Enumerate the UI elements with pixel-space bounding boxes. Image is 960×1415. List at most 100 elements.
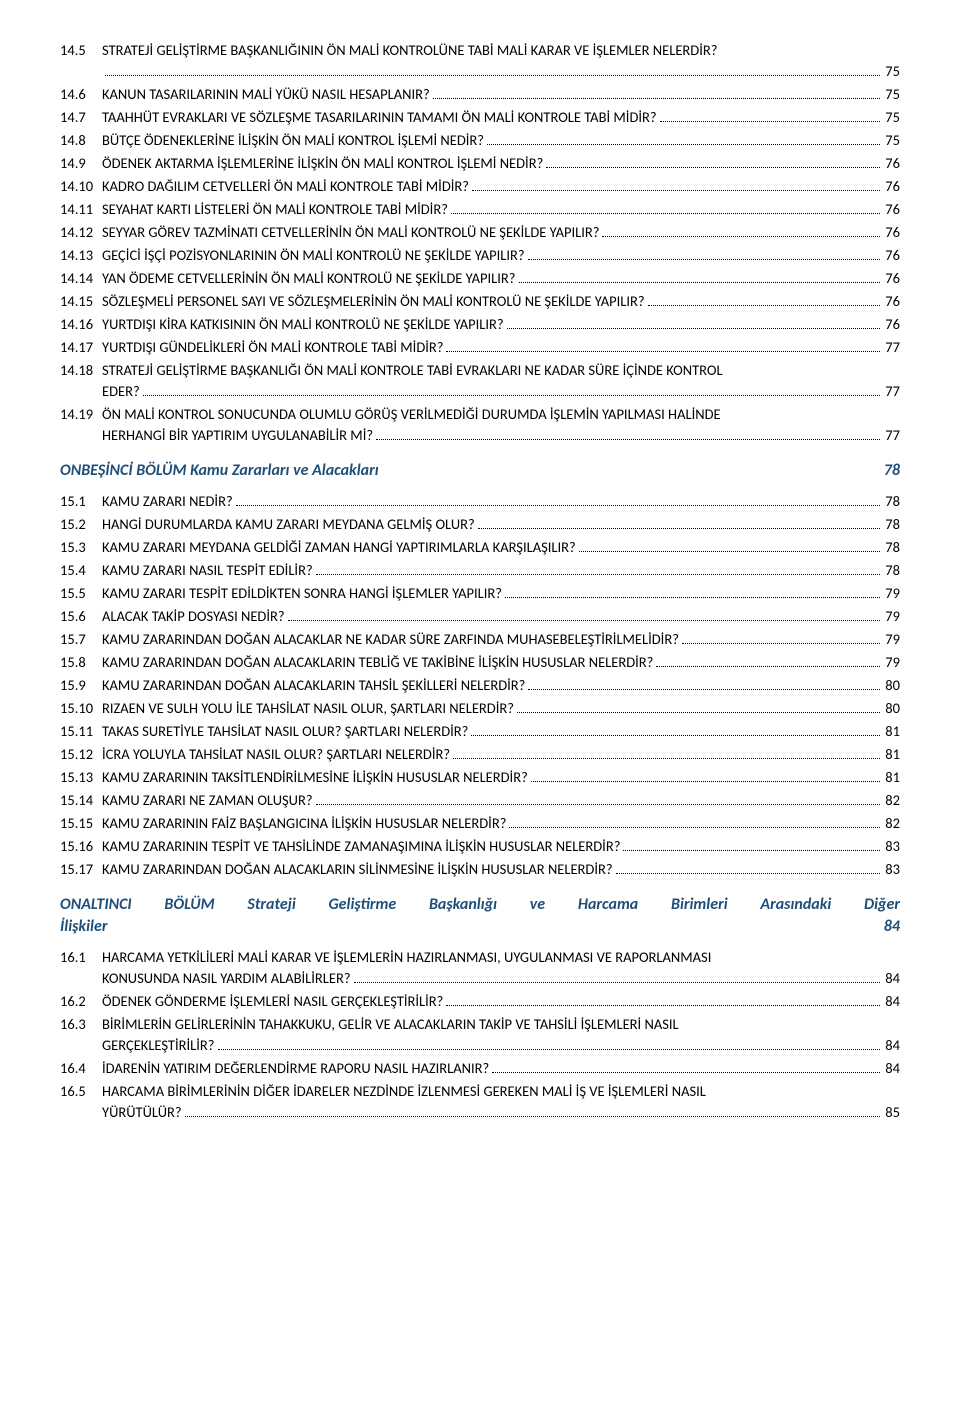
toc-text: STRATEJİ GELİŞTİRME BAŞKANLIĞININ ÖN MAL… xyxy=(102,40,717,61)
section-title-text: ONALTINCI BÖLÜM Strateji Geliştirme Başk… xyxy=(60,894,900,916)
toc-text: İDARENİN YATIRIM DEĞERLENDİRME RAPORU NA… xyxy=(102,1058,489,1079)
toc-text: KAMU ZARARININ TAKSİTLENDİRİLMESİNE İLİŞ… xyxy=(102,767,528,788)
toc-text-cont: KONUSUNDA NASIL YARDIM ALABİLİRLER? xyxy=(102,968,351,989)
toc-entry: 15.16KAMU ZARARININ TESPİT VE TAHSİLİNDE… xyxy=(60,836,900,857)
toc-text: ÖN MALİ KONTROL SONUCUNDA OLUMLU GÖRÜŞ V… xyxy=(102,404,721,425)
toc-number: 14.11 xyxy=(60,199,102,220)
toc-dots xyxy=(660,121,881,122)
toc-dots xyxy=(507,328,881,329)
toc-page: 79 xyxy=(883,606,900,627)
toc-entry: 14.7TAAHHÜT EVRAKLARI VE SÖZLEŞME TASARI… xyxy=(60,107,900,128)
toc-dots xyxy=(105,75,880,76)
toc-number: 15.10 xyxy=(60,698,102,719)
section-title-page: 84 xyxy=(878,916,900,938)
toc-text: KAMU ZARARINDAN DOĞAN ALACAKLAR NE KADAR… xyxy=(102,629,679,650)
toc-text: RIZAEN VE SULH YOLU İLE TAHSİLAT NASIL O… xyxy=(102,698,514,719)
toc-number: 16.2 xyxy=(60,991,102,1012)
toc-entry: 14.12SEYYAR GÖREV TAZMİNATI CETVELLERİNİ… xyxy=(60,222,900,243)
toc-page: 84 xyxy=(883,968,900,989)
toc-dots xyxy=(648,305,881,306)
toc-text: STRATEJİ GELİŞTİRME BAŞKANLIĞI ÖN MALİ K… xyxy=(102,360,723,381)
toc-page: 77 xyxy=(883,381,900,402)
toc-number: 15.9 xyxy=(60,675,102,696)
toc-dots xyxy=(616,873,881,874)
toc-entry: 14.11SEYAHAT KARTI LİSTELERİ ÖN MALİ KON… xyxy=(60,199,900,220)
toc-text: YURTDIŞI GÜNDELİKLERİ ÖN MALİ KONTROLE T… xyxy=(102,337,443,358)
toc-entry: 15.1KAMU ZARARI NEDİR? 78 xyxy=(60,491,900,512)
toc-page: 80 xyxy=(883,675,900,696)
toc-page: 82 xyxy=(883,813,900,834)
toc-entry: 14.19ÖN MALİ KONTROL SONUCUNDA OLUMLU GÖ… xyxy=(60,404,900,446)
toc-entry: 14.17YURTDIŞI GÜNDELİKLERİ ÖN MALİ KONTR… xyxy=(60,337,900,358)
toc-text: ÖDENEK AKTARMA İŞLEMLERİNE İLİŞKİN ÖN MA… xyxy=(102,153,543,174)
toc-page: 76 xyxy=(883,245,900,266)
toc-text: KAMU ZARARINDAN DOĞAN ALACAKLARIN TEBLİĞ… xyxy=(102,652,653,673)
toc-entry: 15.17KAMU ZARARINDAN DOĞAN ALACAKLARIN S… xyxy=(60,859,900,880)
toc-entry: 16.4İDARENİN YATIRIM DEĞERLENDİRME RAPOR… xyxy=(60,1058,900,1079)
toc-page: 81 xyxy=(883,721,900,742)
toc-dots xyxy=(579,551,881,552)
toc-dots xyxy=(546,167,880,168)
toc-text: KAMU ZARARININ TESPİT VE TAHSİLİNDE ZAMA… xyxy=(102,836,620,857)
section-title-text-cont: İlişkiler xyxy=(60,916,107,938)
toc-number: 15.11 xyxy=(60,721,102,742)
toc-text: SEYYAR GÖREV TAZMİNATI CETVELLERİNİN ÖN … xyxy=(102,222,599,243)
toc-text: KAMU ZARARININ FAİZ BAŞLANGICINA İLİŞKİN… xyxy=(102,813,506,834)
toc-page: 78 xyxy=(883,537,900,558)
toc-text: HARCAMA BİRİMLERİNİN DİĞER İDARELER NEZD… xyxy=(102,1081,706,1102)
toc-text: KAMU ZARARI NE ZAMAN OLUŞUR? xyxy=(102,790,313,811)
toc-page: 83 xyxy=(883,859,900,880)
toc-dots xyxy=(487,144,880,145)
toc-page: 78 xyxy=(883,560,900,581)
toc-page: 76 xyxy=(883,291,900,312)
toc-entry: 15.12İCRA YOLUYLA TAHSİLAT NASIL OLUR? Ş… xyxy=(60,744,900,765)
toc-page: 75 xyxy=(883,107,900,128)
toc-number: 15.3 xyxy=(60,537,102,558)
toc-entry: 14.5STRATEJİ GELİŞTİRME BAŞKANLIĞININ ÖN… xyxy=(60,40,900,82)
toc-page: 79 xyxy=(883,652,900,673)
toc-entry: 15.15KAMU ZARARININ FAİZ BAŞLANGICINA İL… xyxy=(60,813,900,834)
toc-page: 79 xyxy=(883,583,900,604)
toc-page: 80 xyxy=(883,698,900,719)
toc-text: YURTDIŞI KİRA KATKISININ ÖN MALİ KONTROL… xyxy=(102,314,504,335)
toc-page: 76 xyxy=(883,222,900,243)
toc-number: 15.16 xyxy=(60,836,102,857)
toc-page: 76 xyxy=(883,176,900,197)
toc-dots xyxy=(509,827,880,828)
toc-text: TAAHHÜT EVRAKLARI VE SÖZLEŞME TASARILARI… xyxy=(102,107,657,128)
toc-dots xyxy=(433,98,881,99)
toc-number: 15.6 xyxy=(60,606,102,627)
toc-page: 78 xyxy=(883,514,900,535)
toc-text: İCRA YOLUYLA TAHSİLAT NASIL OLUR? ŞARTLA… xyxy=(102,744,450,765)
toc-number: 16.1 xyxy=(60,947,102,968)
toc-number: 15.4 xyxy=(60,560,102,581)
toc-entry: 15.7KAMU ZARARINDAN DOĞAN ALACAKLAR NE K… xyxy=(60,629,900,650)
toc-entry: 14.8BÜTÇE ÖDENEKLERİNE İLİŞKİN ÖN MALİ K… xyxy=(60,130,900,151)
toc-text: KAMU ZARARINDAN DOĞAN ALACAKLARIN SİLİNM… xyxy=(102,859,613,880)
toc-text: BİRİMLERİN GELİRLERİNİN TAHAKKUKU, GELİR… xyxy=(102,1014,679,1035)
toc-dots xyxy=(288,620,881,621)
toc-page: 79 xyxy=(883,629,900,650)
toc-dots xyxy=(471,735,880,736)
toc-entry: 15.3KAMU ZARARI MEYDANA GELDİĞİ ZAMAN HA… xyxy=(60,537,900,558)
toc-text: HARCAMA YETKİLİLERİ MALİ KARAR VE İŞLEML… xyxy=(102,947,711,968)
toc-dots xyxy=(453,758,880,759)
toc-number: 15.13 xyxy=(60,767,102,788)
toc-dots xyxy=(376,439,880,440)
toc-number: 14.15 xyxy=(60,291,102,312)
toc-text: SÖZLEŞMELİ PERSONEL SAYI VE SÖZLEŞMELERİ… xyxy=(102,291,645,312)
toc-text: KAMU ZARARINDAN DOĞAN ALACAKLARIN TAHSİL… xyxy=(102,675,525,696)
toc-text: KADRO DAĞILIM CETVELLERİ ÖN MALİ KONTROL… xyxy=(102,176,469,197)
section-title: ONALTINCI BÖLÜM Strateji Geliştirme Başk… xyxy=(60,894,900,939)
toc-dots xyxy=(528,259,881,260)
toc-dots xyxy=(316,804,881,805)
toc-entry: 16.2ÖDENEK GÖNDERME İŞLEMLERİ NASIL GERÇ… xyxy=(60,991,900,1012)
toc-text: ALACAK TAKİP DOSYASI NEDİR? xyxy=(102,606,285,627)
toc-entry: 14.6KANUN TASARILARININ MALİ YÜKÜ NASIL … xyxy=(60,84,900,105)
toc-text-cont: HERHANGİ BİR YAPTIRIM UYGULANABİLİR Mİ? xyxy=(102,425,373,446)
toc-page: 84 xyxy=(883,1035,900,1056)
toc-text: KANUN TASARILARININ MALİ YÜKÜ NASIL HESA… xyxy=(102,84,430,105)
toc-number: 15.5 xyxy=(60,583,102,604)
toc-number: 14.7 xyxy=(60,107,102,128)
toc-entry: 15.4KAMU ZARARI NASIL TESPİT EDİLİR? 78 xyxy=(60,560,900,581)
